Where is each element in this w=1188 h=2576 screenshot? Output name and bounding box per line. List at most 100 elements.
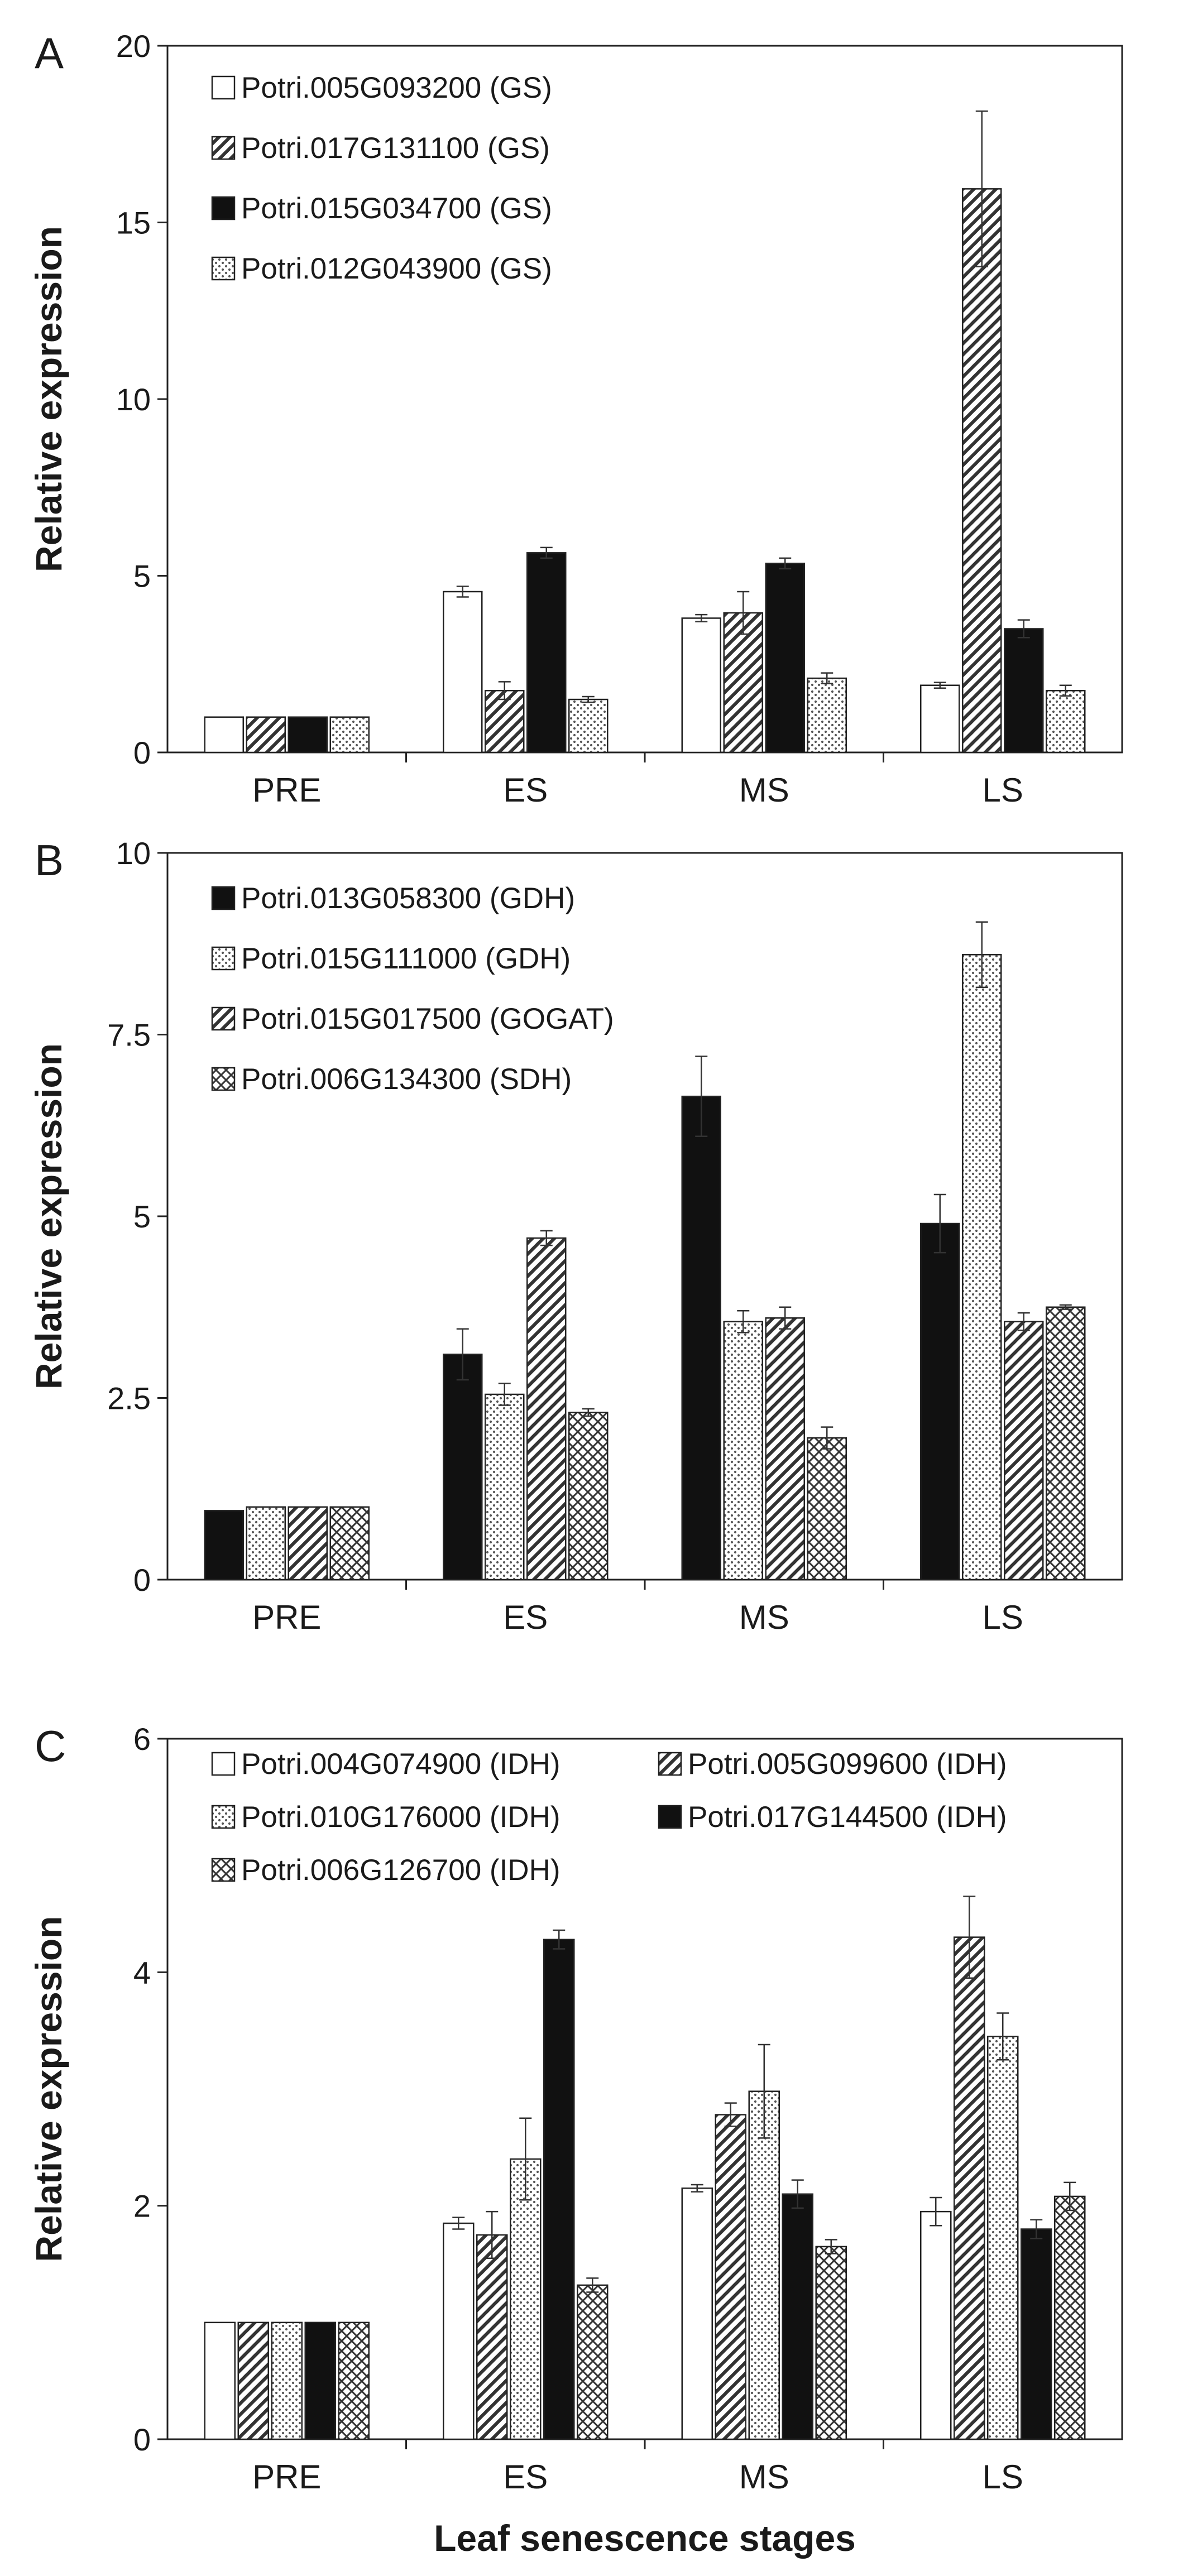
panel-c-bar — [304, 2321, 336, 2440]
panel-c-ytick-label: 6 — [133, 1721, 151, 1757]
panel-c-bar — [543, 1939, 575, 2440]
panel-a-bar — [681, 617, 721, 754]
panel-b-bar — [288, 1506, 328, 1581]
panel-c-bar — [987, 2036, 1019, 2440]
panel-a-legend-entry: Potri.005G093200 (GS) — [241, 71, 552, 104]
panel-c-legend-swatch — [211, 1858, 236, 1882]
panel-a-ytick-label: 20 — [116, 28, 151, 64]
panel-b-legend-swatch — [211, 1006, 236, 1031]
panel-b-ytick-label: 2.5 — [107, 1381, 151, 1416]
panel-b-ytick-label: 7.5 — [107, 1018, 151, 1053]
panel-a-bar — [246, 716, 286, 754]
panel-c-bar — [237, 2321, 269, 2440]
panel-b-bar — [1004, 1321, 1044, 1581]
panel-b-bar — [526, 1237, 567, 1581]
panel-a-bar — [443, 591, 483, 754]
panel-c-bar — [1054, 2195, 1086, 2440]
panel-b-category-label: ES — [503, 1599, 548, 1636]
panel-a-legend-entry: Potri.017G131100 (GS) — [241, 132, 550, 165]
panel-c-bar — [954, 1936, 985, 2440]
panel-a-bar — [1046, 689, 1086, 754]
panel-c-category-label: PRE — [252, 2458, 321, 2496]
panel-c-category-label: LS — [983, 2458, 1023, 2496]
panel-a-legend-swatch — [211, 256, 236, 281]
panel-b-bar — [246, 1506, 286, 1581]
panel-c-bar — [577, 2284, 609, 2440]
panel-b-bar — [443, 1354, 483, 1581]
panel-c-legend-entry: Potri.004G074900 (IDH) — [241, 1748, 561, 1781]
panel-c-bar — [715, 2114, 746, 2440]
panel-b-letter: B — [35, 836, 64, 885]
panel-c-bar — [204, 2321, 236, 2440]
panel-a-legend-swatch — [211, 196, 236, 220]
panel-a-legend-swatch — [211, 75, 236, 100]
panel-a-category-label: LS — [983, 771, 1023, 809]
panel-a-chart: A 0 5 10 15 20 Relative expression PRE ES MS LS Pot… — [28, 28, 1123, 809]
panel-c-legend-swatch — [211, 1752, 236, 1776]
panel-a-bar — [568, 698, 609, 754]
panel-b-bar — [568, 1412, 609, 1581]
panel-a-bar — [485, 689, 525, 754]
panel-b-ytick-label: 0 — [133, 1562, 151, 1598]
panel-a-bar — [329, 716, 370, 754]
panel-c-letter: C — [35, 1721, 66, 1771]
panel-b-legend-swatch — [211, 946, 236, 971]
panel-c-ytick-label: 0 — [133, 2422, 151, 2457]
panel-b-bar — [920, 1222, 960, 1581]
panel-c-x-axis-title: Leaf senescence stages — [434, 2517, 856, 2559]
panel-c-legend-swatch — [658, 1752, 682, 1776]
panel-a-legend-entry: Potri.012G043900 (GS) — [241, 252, 552, 285]
panel-c-legend-swatch — [211, 1805, 236, 1829]
panel-c-y-axis-title: Relative expression — [28, 1916, 69, 2262]
panel-a-legend-swatch — [211, 136, 236, 160]
panel-c-ytick-label: 4 — [133, 1955, 151, 1990]
panel-c-bar — [1021, 2228, 1052, 2440]
panel-c-legend-entry: Potri.010G176000 (IDH) — [241, 1801, 561, 1834]
panel-b-bar — [329, 1506, 370, 1581]
panel-a-category-label: MS — [739, 771, 789, 809]
panel-b-y-axis-title: Relative expression — [28, 1043, 69, 1389]
panel-b-bar — [765, 1317, 805, 1581]
panel-a-bar — [526, 552, 567, 754]
panel-a-ytick-label: 5 — [133, 559, 151, 594]
panel-c-category-label: MS — [739, 2458, 789, 2496]
panel-a-category-label: ES — [503, 771, 548, 809]
panel-b-bar — [681, 1095, 721, 1581]
panel-c-bar — [815, 2246, 847, 2440]
panel-b-chart: B 0 2.5 5 7.5 10 Relative expression PRE ES MS LS P… — [28, 836, 1123, 1636]
panel-a-bar — [962, 188, 1002, 754]
panel-a-letter: A — [35, 28, 64, 78]
panel-b-bar — [485, 1393, 525, 1581]
panel-a-bar — [204, 716, 244, 754]
panel-b-legend-entry: Potri.015G017500 (GOGAT) — [241, 1002, 614, 1035]
panel-a-y-axis-title: Relative expression — [28, 226, 69, 572]
panel-c-legend-entry: Potri.005G099600 (IDH) — [688, 1748, 1007, 1781]
panel-c-bar — [510, 2158, 542, 2440]
panel-a-ytick-label: 10 — [116, 382, 151, 417]
panel-c-legend-swatch — [658, 1805, 682, 1829]
panel-a-bar — [1004, 628, 1044, 754]
panel-b-ytick-label: 10 — [116, 836, 151, 871]
panel-b-bar — [723, 1321, 763, 1581]
panel-c-bar — [271, 2321, 303, 2440]
panel-b-legend-entry: Potri.013G058300 (GDH) — [241, 882, 575, 915]
panel-b-legend-swatch — [211, 886, 236, 910]
panel-b-ytick-label: 5 — [133, 1199, 151, 1234]
panel-c-bar — [338, 2321, 370, 2440]
panel-c-category-label: ES — [503, 2458, 548, 2496]
panel-c-ytick-label: 2 — [133, 2189, 151, 2224]
panel-b-bar — [807, 1437, 847, 1581]
panel-b-legend-swatch — [211, 1067, 236, 1091]
panel-b-bar — [1046, 1306, 1086, 1581]
panel-a-bar — [920, 684, 960, 754]
panel-b-category-label: LS — [983, 1599, 1023, 1636]
panel-a-category-label: PRE — [252, 771, 321, 809]
panel-c-bar — [920, 2210, 952, 2440]
panel-c-bar — [476, 2234, 508, 2440]
panel-a-legend-entry: Potri.015G034700 (GS) — [241, 192, 552, 225]
panel-a-ytick-label: 0 — [133, 735, 151, 770]
panel-c-bar — [748, 2090, 780, 2440]
panel-c-bar — [443, 2222, 475, 2440]
panel-b-category-label: MS — [739, 1599, 789, 1636]
